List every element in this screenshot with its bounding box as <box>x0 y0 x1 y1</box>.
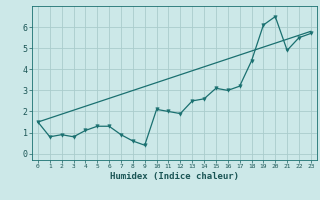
X-axis label: Humidex (Indice chaleur): Humidex (Indice chaleur) <box>110 172 239 181</box>
